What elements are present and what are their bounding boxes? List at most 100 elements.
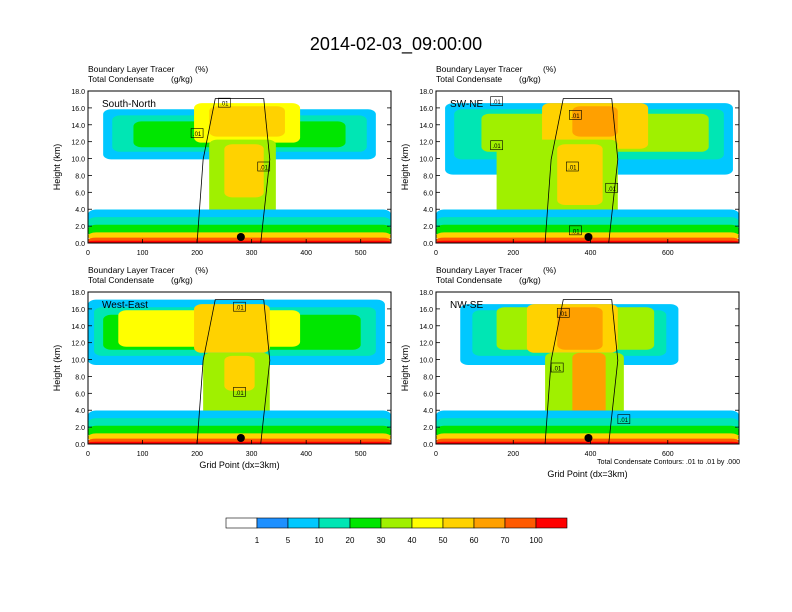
contour-label: .01 bbox=[492, 144, 501, 150]
contour-label: .01 bbox=[220, 102, 229, 108]
y-tick-label: 10.0 bbox=[71, 157, 85, 164]
contour-label-box bbox=[490, 96, 503, 106]
contour-label: .01 bbox=[571, 114, 580, 120]
condensate-contour bbox=[196, 98, 271, 243]
x-tick-label: 100 bbox=[137, 451, 149, 458]
x-axis-label: Grid Point (dx=3km) bbox=[199, 460, 279, 470]
contour-label: .01 bbox=[571, 229, 580, 235]
y-axis-label: Height (km) bbox=[52, 144, 62, 191]
subtitle-units2: (g/kg) bbox=[519, 275, 541, 285]
x-tick-label: 600 bbox=[662, 451, 674, 458]
anvil-shade bbox=[194, 304, 270, 353]
y-tick-label: 16.0 bbox=[419, 307, 433, 314]
x-tick-label: 0 bbox=[434, 250, 438, 257]
y-tick-label: 6.0 bbox=[423, 190, 433, 197]
panel-label: West-East bbox=[102, 300, 148, 311]
contour-label: .01 bbox=[568, 166, 577, 172]
plot-frame bbox=[435, 90, 740, 244]
y-axis-label: Height (km) bbox=[400, 345, 410, 392]
condensate-contour bbox=[544, 98, 619, 243]
y-tick-label: 4.0 bbox=[75, 207, 85, 214]
field-layers bbox=[436, 91, 739, 243]
x-tick-label: 400 bbox=[585, 250, 597, 257]
y-tick-label: 16.0 bbox=[71, 307, 85, 314]
colorbar-label: 1 bbox=[255, 536, 260, 545]
contour-label: .01 bbox=[608, 187, 617, 193]
y-tick-label: 4.0 bbox=[423, 408, 433, 415]
colorbar-label: 100 bbox=[529, 536, 543, 545]
boundary-layer-shade bbox=[436, 240, 739, 243]
y-tick-label: 14.0 bbox=[419, 324, 433, 331]
panel-west-east: .01 .01 West-East Boundary Layer Tracer (%) T… bbox=[52, 265, 392, 470]
x-tick-label: 200 bbox=[507, 451, 519, 458]
subtitle-units1: (%) bbox=[195, 64, 208, 74]
colorbar: 1 5 10 20 30 40 50 60 70 100 bbox=[225, 517, 568, 545]
tower-shade bbox=[557, 144, 603, 205]
colorbar-label: 30 bbox=[377, 536, 386, 545]
contour-label-box bbox=[257, 161, 271, 172]
y-tick-label: 0.0 bbox=[423, 442, 433, 449]
y-tick-label: 14.0 bbox=[419, 123, 433, 130]
field-layers bbox=[88, 91, 391, 243]
colorbar-swatch bbox=[349, 517, 382, 529]
x-tick-label: 100 bbox=[137, 250, 149, 257]
y-axis-label: Height (km) bbox=[400, 144, 410, 191]
condensate-contour bbox=[544, 299, 619, 444]
subtitle-units2: (g/kg) bbox=[519, 74, 541, 84]
contour-label-box bbox=[556, 307, 570, 318]
tower-shade bbox=[224, 144, 264, 198]
subtitle-line1: Boundary Layer Tracer bbox=[436, 64, 523, 74]
y-tick-label: 10.0 bbox=[419, 358, 433, 365]
subtitle-units2: (g/kg) bbox=[171, 275, 193, 285]
y-tick-label: 4.0 bbox=[423, 207, 433, 214]
y-tick-label: 6.0 bbox=[75, 190, 85, 197]
subtitle-line1: Boundary Layer Tracer bbox=[88, 265, 175, 275]
panels: .01 .01 .01 South-North Boundary Layer Trace… bbox=[52, 64, 740, 479]
subtitle-units1: (%) bbox=[195, 265, 208, 275]
condensate-contour bbox=[196, 299, 271, 444]
plot-frame bbox=[87, 291, 392, 445]
contour-label: .01 bbox=[235, 306, 244, 312]
y-tick-label: 2.0 bbox=[75, 425, 85, 432]
x-tick-label: 400 bbox=[585, 451, 597, 458]
x-tick-label: 200 bbox=[507, 250, 519, 257]
center-marker bbox=[236, 434, 245, 442]
center-marker bbox=[584, 233, 593, 241]
y-tick-label: 18.0 bbox=[71, 89, 85, 96]
contour-label: .01 bbox=[492, 100, 501, 106]
subtitle-line2: Total Condensate bbox=[88, 275, 154, 285]
contour-label-box bbox=[218, 97, 231, 108]
y-tick-label: 6.0 bbox=[423, 391, 433, 398]
colorbar-swatch bbox=[256, 517, 289, 529]
center-marker bbox=[236, 233, 245, 241]
field-layers bbox=[88, 292, 391, 444]
y-tick-label: 0.0 bbox=[423, 241, 433, 248]
y-tick-label: 6.0 bbox=[75, 391, 85, 398]
y-tick-label: 12.0 bbox=[419, 140, 433, 147]
colorbar-swatch bbox=[473, 517, 506, 529]
boundary-layer-shade bbox=[88, 441, 391, 444]
contour-label: .01 bbox=[620, 418, 629, 424]
y-tick-label: 14.0 bbox=[71, 324, 85, 331]
contour-label-box bbox=[605, 182, 619, 193]
y-tick-label: 12.0 bbox=[71, 140, 85, 147]
colorbar-label: 50 bbox=[439, 536, 448, 545]
y-tick-label: 16.0 bbox=[71, 106, 85, 113]
anvil-shade bbox=[572, 106, 618, 137]
y-tick-label: 12.0 bbox=[419, 341, 433, 348]
contour-label-box bbox=[566, 161, 579, 172]
contour-label-box bbox=[617, 414, 631, 424]
y-tick-label: 4.0 bbox=[75, 408, 85, 415]
contour-label-box bbox=[550, 362, 564, 373]
y-tick-label: 2.0 bbox=[423, 425, 433, 432]
y-tick-label: 8.0 bbox=[423, 173, 433, 180]
contour-label-box bbox=[233, 387, 246, 397]
x-tick-label: 300 bbox=[246, 250, 258, 257]
subtitle-units1: (%) bbox=[543, 64, 556, 74]
colorbar-swatch bbox=[225, 517, 258, 529]
y-tick-label: 0.0 bbox=[75, 442, 85, 449]
contour-label-box bbox=[490, 140, 503, 151]
panel-nw-se: .01 .01 .01 NW-SE Boundary Layer Tracer (%) To… bbox=[400, 265, 740, 479]
colorbar-swatch bbox=[380, 517, 413, 529]
